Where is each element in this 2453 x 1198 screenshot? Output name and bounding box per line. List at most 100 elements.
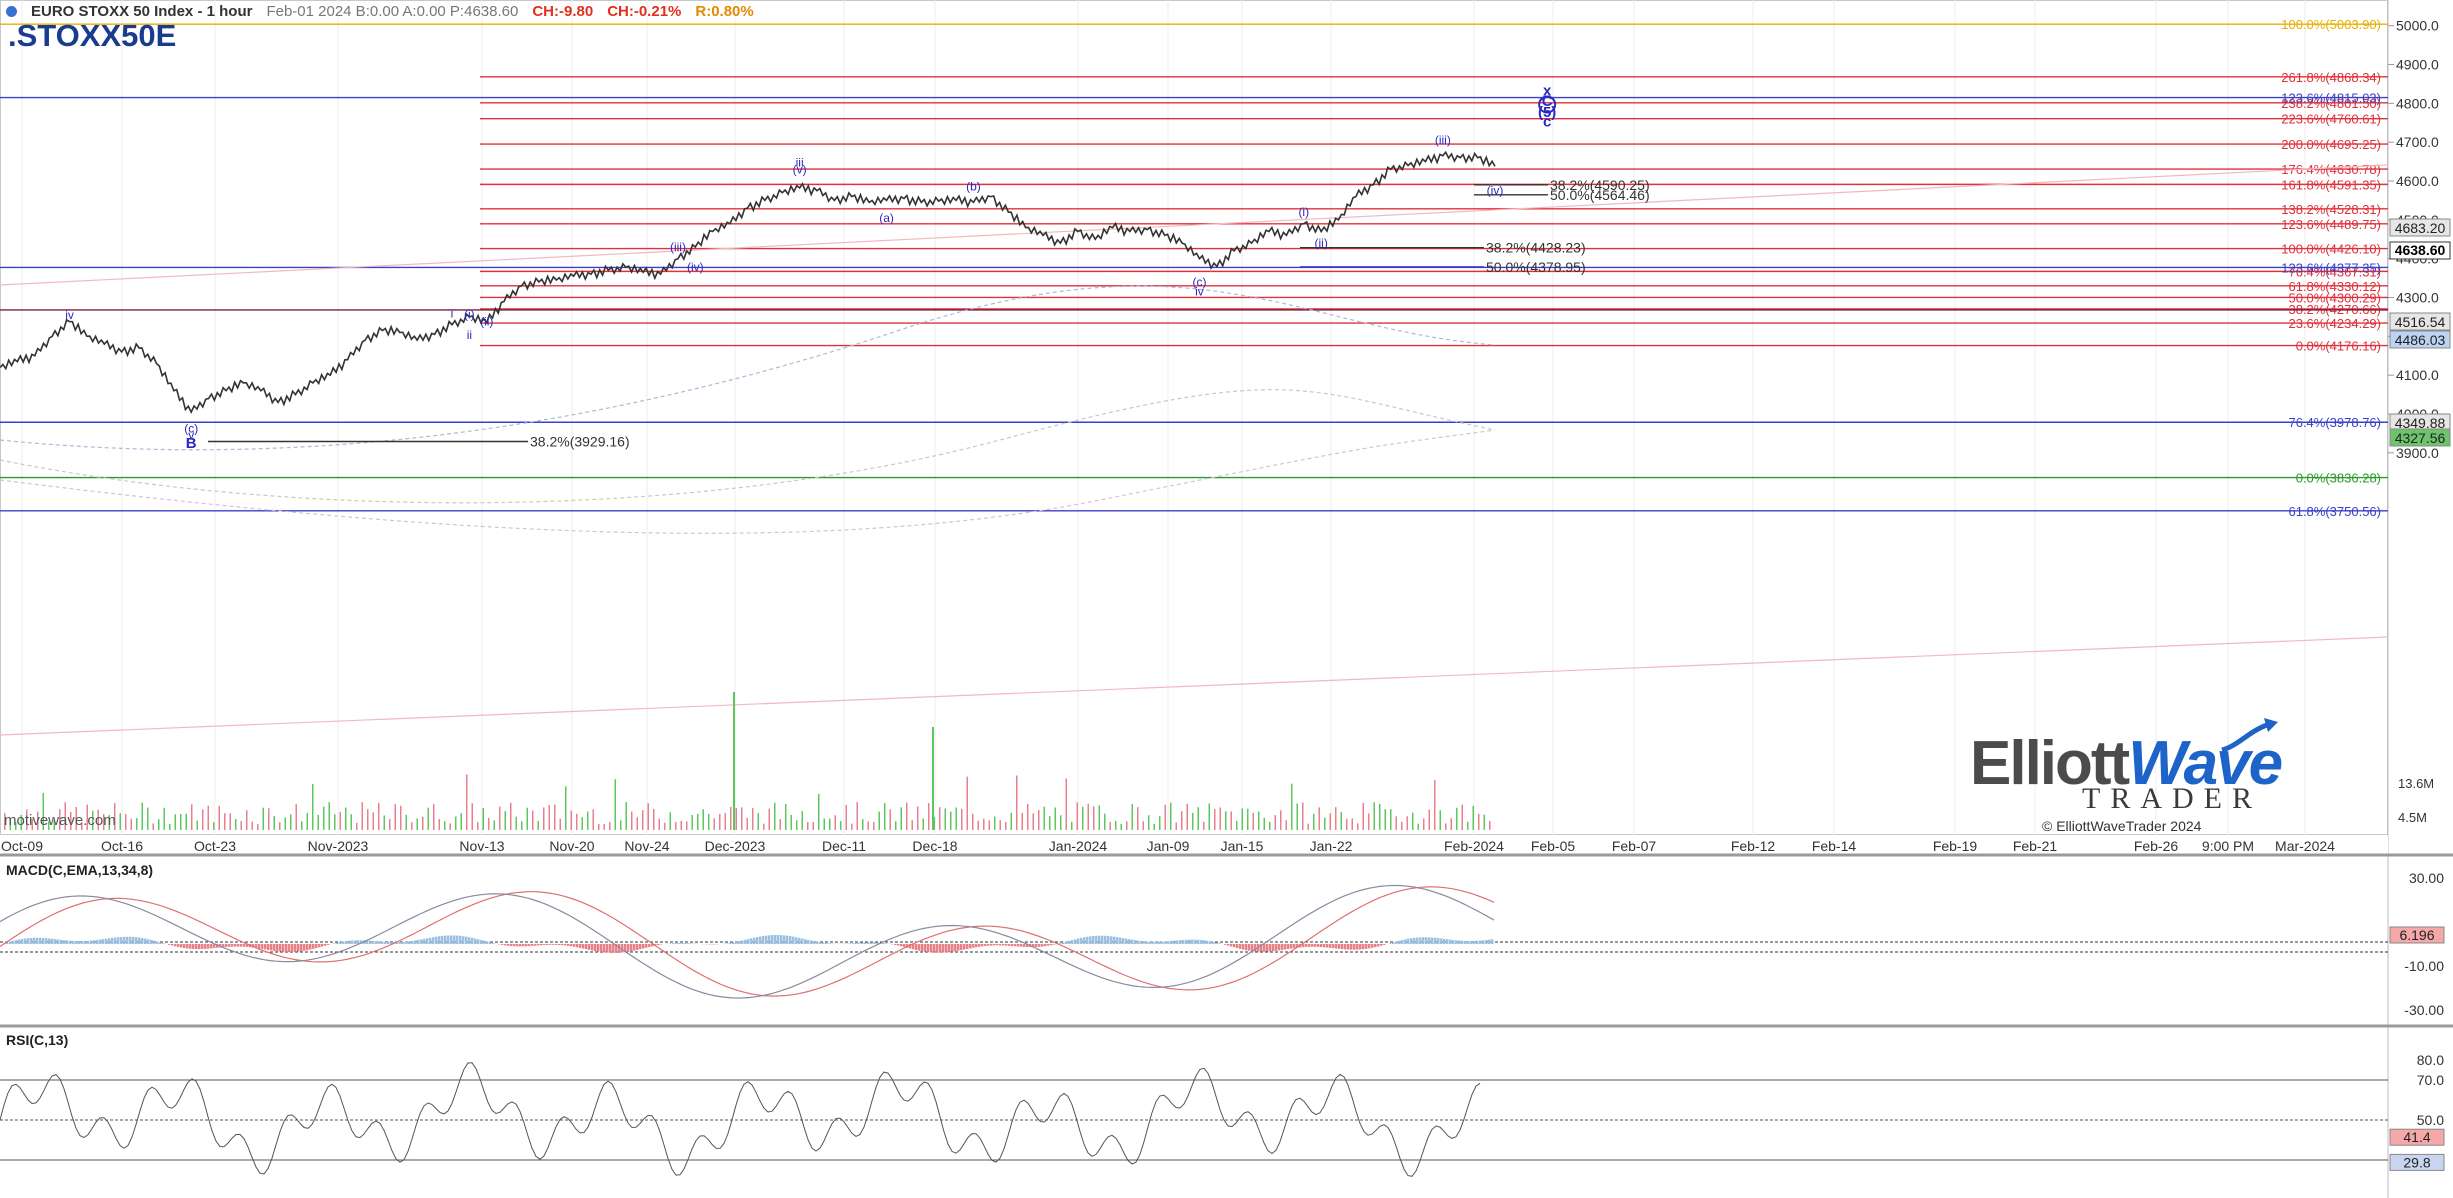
volume-bar xyxy=(59,809,61,830)
x-tick-label: 9:00 PM xyxy=(2202,838,2254,854)
macd-histogram-bar xyxy=(765,935,768,944)
volume-bar xyxy=(1175,822,1177,830)
macd-histogram-bar xyxy=(963,944,966,950)
volume-bar xyxy=(218,805,220,830)
rsi-value-label: 29.8 xyxy=(2403,1154,2430,1170)
volume-bar xyxy=(235,818,237,830)
macd-histogram-bar xyxy=(168,944,171,945)
volume-bar xyxy=(719,813,721,830)
macd-histogram-bar xyxy=(441,935,444,944)
macd-histogram-bar xyxy=(1122,938,1125,944)
volume-bar xyxy=(378,802,380,830)
macd-histogram-bar xyxy=(1431,937,1434,944)
price-box xyxy=(2389,218,2451,237)
macd-histogram-bar xyxy=(1290,944,1293,949)
volume-bar xyxy=(119,813,121,830)
macd-histogram-bar xyxy=(1062,942,1065,944)
macd-histogram-bar xyxy=(1128,939,1131,944)
macd-histogram-bar xyxy=(186,944,189,949)
volume-bar xyxy=(48,821,50,830)
macd-histogram-bar xyxy=(972,944,975,948)
macd-histogram-bar xyxy=(180,944,183,948)
macd-histogram-bar xyxy=(12,940,15,944)
macd-histogram-bar xyxy=(96,939,99,944)
volume-bar xyxy=(295,804,297,830)
y-tick-label: 4300.0 xyxy=(2396,290,2439,306)
volume-bar xyxy=(1472,805,1474,830)
macd-histogram-bar xyxy=(1140,940,1143,944)
macd-histogram-bar xyxy=(1437,938,1440,944)
volume-bar xyxy=(75,806,77,830)
macd-histogram-bar xyxy=(390,942,393,944)
macd-histogram-bar xyxy=(621,944,624,953)
macd-histogram-bar xyxy=(867,942,870,944)
macd-histogram-bar xyxy=(1251,944,1254,952)
macd-histogram-bar xyxy=(1260,944,1263,952)
macd-histogram-bar xyxy=(1467,940,1470,944)
macd-histogram-bar xyxy=(570,944,573,947)
macd-histogram-bar xyxy=(372,940,375,944)
wave-label: (b) xyxy=(966,180,981,194)
macd-histogram-bar xyxy=(474,938,477,944)
macd-histogram-bar xyxy=(741,940,744,944)
volume-bar xyxy=(1335,807,1337,830)
macd-histogram-bar xyxy=(144,938,147,944)
macd-histogram-bar xyxy=(1185,939,1188,944)
macd-histogram-bar xyxy=(924,944,927,952)
rsi-tick-label: 80.0 xyxy=(2417,1052,2444,1068)
volume-bar xyxy=(356,822,358,830)
fib-levels: 261.8%(4868.34) 238.2%(4801.50)223.6%(476… xyxy=(0,17,2388,736)
macd-histogram-bar xyxy=(255,944,258,949)
rsi-label: RSI(C,13) xyxy=(6,1032,68,1048)
macd-histogram-bar xyxy=(1296,944,1299,948)
macd-histogram-bar xyxy=(1374,944,1377,948)
macd-histogram-bar xyxy=(828,943,831,944)
macd-histogram-bar xyxy=(438,936,441,944)
volume-bar xyxy=(246,810,248,830)
macd-histogram-bar xyxy=(807,939,810,944)
macd-histogram-bar xyxy=(309,944,312,950)
volume-bar xyxy=(559,818,561,830)
inline-fib-label: 38.2%(4590.25) xyxy=(1550,177,1650,193)
macd-histogram-bar xyxy=(1314,944,1317,947)
volume-bar xyxy=(37,811,39,830)
macd-histogram-bar xyxy=(1329,944,1332,948)
volume-bar xyxy=(1186,803,1188,830)
volume-bar xyxy=(1467,821,1469,830)
macd-histogram-bar xyxy=(870,942,873,944)
macd-histogram-bar xyxy=(114,937,117,944)
macd-histogram-bar xyxy=(678,942,681,944)
macd-histogram-bar xyxy=(1233,944,1236,948)
macd-histogram-bar xyxy=(1365,944,1368,949)
wave-label: (i) xyxy=(1298,205,1309,219)
macd-histogram-bar xyxy=(1206,940,1209,944)
macd-histogram-bar xyxy=(990,944,993,946)
macd-histogram-bar xyxy=(294,944,297,952)
macd-histogram-bar xyxy=(111,937,114,944)
volume-bar xyxy=(917,806,919,830)
volume-bar xyxy=(317,814,319,830)
macd-histogram-bar xyxy=(783,935,786,944)
x-tick-label: Dec-2023 xyxy=(705,838,766,854)
macd-histogram-bar xyxy=(1278,944,1281,951)
macd-histogram-bar xyxy=(1137,940,1140,944)
macd-histogram-bar xyxy=(303,944,306,951)
macd-histogram-bar xyxy=(900,944,903,947)
macd-histogram-bar xyxy=(381,941,384,944)
volume-bar xyxy=(1401,821,1403,830)
volume-bar xyxy=(196,820,198,830)
macd-histogram-bar xyxy=(1443,938,1446,944)
macd-label: MACD(C,EMA,13,34,8) xyxy=(6,862,153,878)
macd-histogram-bar xyxy=(819,942,822,944)
macd-histogram-bar xyxy=(513,944,516,947)
macd-histogram-bar xyxy=(1248,944,1251,951)
moving-average-1 xyxy=(0,285,1496,451)
macd-histogram-bar xyxy=(1014,944,1017,947)
wave-label: (c) xyxy=(184,421,198,435)
macd-histogram-bar xyxy=(9,941,12,944)
volume-bar xyxy=(1131,804,1133,830)
macd-histogram-bar xyxy=(1305,944,1308,947)
volume-bar xyxy=(961,808,963,830)
chart-title: EURO STOXX 50 Index - 1 hour xyxy=(31,2,253,20)
